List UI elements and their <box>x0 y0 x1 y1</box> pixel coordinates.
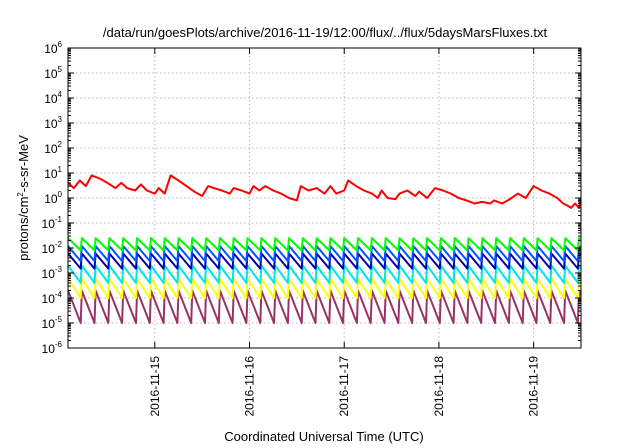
series-line <box>68 237 581 252</box>
y-tick-exp: -1 <box>55 215 63 224</box>
series-line <box>68 264 581 284</box>
y-tick-base: 10 <box>42 292 56 306</box>
y-tick-base: 10 <box>42 342 56 356</box>
y-tick-exp: 0 <box>58 190 63 199</box>
y-tick-label: 103 <box>44 115 62 131</box>
chart-title: /data/run/goesPlots/archive/2016-11-19/1… <box>103 25 548 40</box>
y-tick-label: 10-6 <box>42 340 63 356</box>
y-tick-exp: 4 <box>58 90 63 99</box>
y-tick-label: 10-3 <box>42 265 63 281</box>
y-tick-base: 10 <box>42 217 56 231</box>
y-tick-label: 10-4 <box>42 290 63 306</box>
y-tick-base: 10 <box>42 242 56 256</box>
y-tick-base: 10 <box>44 67 58 81</box>
y-tick-base: 10 <box>42 267 56 281</box>
y-axis-label-pre: protons/cm <box>16 197 31 261</box>
y-tick-base: 10 <box>44 117 58 131</box>
y-tick-label: 10-1 <box>42 215 63 231</box>
y-tick-exp: -5 <box>55 315 63 324</box>
y-axis-ticks: 10-610-510-410-310-210-11001011021031041… <box>42 40 581 356</box>
series-line <box>68 245 581 263</box>
y-axis-label-sup: 2 <box>16 192 25 197</box>
y-tick-exp: -3 <box>55 265 63 274</box>
y-tick-label: 10-5 <box>42 315 63 331</box>
y-tick-exp: 6 <box>58 40 63 49</box>
y-tick-label: 102 <box>44 140 62 156</box>
x-tick-label: 2016-11-17 <box>337 356 351 417</box>
y-tick-exp: 2 <box>58 140 63 149</box>
y-tick-label: 100 <box>44 190 62 206</box>
x-axis-label: Coordinated Universal Time (UTC) <box>224 429 423 444</box>
y-axis-label: protons/cm2-s-sr-MeV <box>16 135 31 261</box>
y-tick-label: 101 <box>44 165 62 181</box>
y-axis-label-post: -s-sr-MeV <box>16 135 31 192</box>
y-tick-base: 10 <box>42 317 56 331</box>
y-tick-exp: 5 <box>58 65 63 74</box>
y-tick-exp: -4 <box>55 290 63 299</box>
y-tick-exp: 3 <box>58 115 63 124</box>
y-tick-label: 105 <box>44 65 62 81</box>
y-tick-base: 10 <box>44 42 58 56</box>
y-tick-base: 10 <box>44 142 58 156</box>
y-tick-label: 104 <box>44 90 62 106</box>
y-tick-base: 10 <box>44 167 58 181</box>
series-line <box>68 289 581 324</box>
y-tick-base: 10 <box>44 192 58 206</box>
y-tick-base: 10 <box>44 92 58 106</box>
y-tick-label: 10-2 <box>42 240 63 256</box>
y-tick-label: 106 <box>44 40 62 56</box>
x-tick-label: 2016-11-18 <box>432 356 446 417</box>
y-tick-exp: -6 <box>55 340 63 349</box>
series-line <box>68 174 581 209</box>
series-line <box>68 277 581 299</box>
x-tick-label: 2016-11-15 <box>148 356 162 417</box>
grid <box>68 48 581 348</box>
x-axis-ticks: 2016-11-15 2016-11-16 2016-11-17 2016-11-18… <box>148 48 541 417</box>
y-tick-exp: 1 <box>58 165 63 174</box>
series-line <box>68 252 581 270</box>
x-tick-label: 2016-11-19 <box>527 356 541 417</box>
y-tick-exp: -2 <box>55 240 63 249</box>
series-lines <box>68 174 581 324</box>
x-tick-label: 2016-11-16 <box>243 356 257 417</box>
